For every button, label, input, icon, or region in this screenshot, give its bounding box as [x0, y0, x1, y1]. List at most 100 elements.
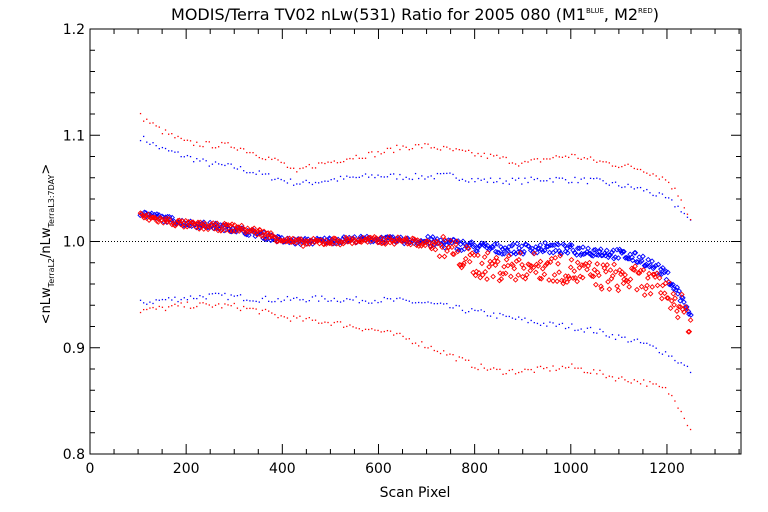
envelope-point	[239, 309, 242, 312]
envelope-point	[505, 315, 507, 318]
envelope-point	[433, 146, 435, 149]
envelope-point	[614, 380, 617, 382]
data-point	[476, 243, 483, 250]
envelope-point	[593, 369, 595, 371]
data-point	[667, 305, 674, 312]
envelope-point	[433, 303, 435, 305]
envelope-point	[402, 145, 404, 147]
data-point	[519, 261, 525, 268]
envelope-point	[558, 368, 560, 370]
envelope-point	[305, 301, 307, 303]
envelope-point	[480, 155, 482, 158]
envelope-point	[286, 317, 289, 319]
envelope-point	[380, 176, 382, 178]
data-point	[500, 270, 506, 277]
envelope-point	[571, 363, 573, 365]
envelope-point	[349, 324, 351, 326]
envelope-point	[255, 300, 257, 303]
envelope-point	[386, 297, 389, 300]
envelope-point	[380, 153, 382, 155]
envelope-point	[236, 168, 239, 170]
svg-text:MODIS/Terra TV02 nLw(531) Rati: MODIS/Terra TV02 nLw(531) Ratio for 2005…	[171, 5, 659, 24]
envelope-point	[605, 161, 607, 163]
data-point	[561, 242, 568, 249]
envelope-point	[361, 175, 364, 177]
data-point	[444, 248, 450, 254]
envelope-point	[680, 362, 682, 364]
envelope-point	[530, 176, 532, 178]
envelope-point	[186, 154, 189, 157]
data-point	[626, 283, 633, 290]
envelope-point	[274, 300, 276, 303]
envelope-point	[314, 295, 317, 297]
envelope-point	[630, 165, 632, 167]
envelope-point	[483, 152, 485, 155]
envelope-point	[468, 310, 470, 313]
data-point	[630, 266, 637, 273]
envelope-point	[564, 327, 567, 330]
envelope-point	[689, 428, 692, 431]
envelope-point	[399, 148, 401, 151]
envelope-point	[508, 183, 510, 185]
envelope-point	[224, 292, 226, 295]
data-point	[638, 258, 645, 264]
envelope-point	[671, 355, 673, 357]
envelope-point	[286, 295, 289, 298]
data-point	[609, 249, 615, 256]
envelope-point	[555, 325, 557, 327]
envelope-point	[543, 158, 545, 160]
envelope-point	[368, 328, 370, 331]
envelope-point	[155, 299, 157, 301]
envelope-point	[502, 182, 504, 185]
envelope-point	[393, 173, 395, 175]
envelope-point	[577, 329, 579, 331]
data-point	[514, 240, 521, 247]
envelope-point	[161, 133, 164, 135]
envelope-point	[661, 386, 664, 389]
data-point	[641, 262, 648, 269]
data-point	[615, 255, 622, 261]
envelope-point	[618, 166, 620, 169]
data-point	[515, 272, 522, 278]
envelope-point	[430, 147, 432, 149]
envelope-point	[405, 299, 407, 301]
envelope-point	[499, 368, 501, 370]
data-point	[566, 241, 573, 248]
envelope-point	[264, 295, 267, 298]
envelope-point	[243, 148, 245, 150]
data-point	[555, 260, 561, 267]
envelope-point	[421, 302, 423, 304]
envelope-point	[346, 298, 348, 300]
envelope-point	[580, 158, 582, 160]
data-point	[631, 249, 638, 256]
data-point	[541, 247, 548, 254]
envelope-point	[346, 325, 348, 328]
envelope-point	[458, 305, 460, 307]
envelope-point	[202, 302, 204, 304]
envelope-point	[293, 167, 295, 169]
envelope-point	[511, 368, 514, 371]
data-point	[634, 259, 641, 266]
envelope-point	[608, 162, 610, 164]
data-point	[593, 281, 599, 288]
data-point	[650, 265, 657, 272]
data-point	[465, 245, 472, 252]
envelope-point	[171, 133, 173, 135]
envelope-point	[652, 345, 654, 347]
envelope-point	[361, 299, 364, 302]
envelope-point	[358, 176, 360, 178]
envelope-point	[636, 338, 639, 340]
envelope-point	[333, 297, 335, 300]
data-point	[603, 247, 610, 254]
data-point	[664, 295, 670, 301]
data-point	[539, 265, 546, 272]
envelope-point	[171, 305, 173, 307]
envelope-point	[196, 158, 198, 160]
envelope-point	[255, 154, 257, 157]
envelope-point	[402, 335, 404, 338]
envelope-point	[336, 162, 339, 164]
envelope-point	[639, 383, 642, 385]
envelope-point	[324, 321, 326, 323]
envelope-point	[155, 145, 157, 147]
data-point	[534, 249, 540, 256]
